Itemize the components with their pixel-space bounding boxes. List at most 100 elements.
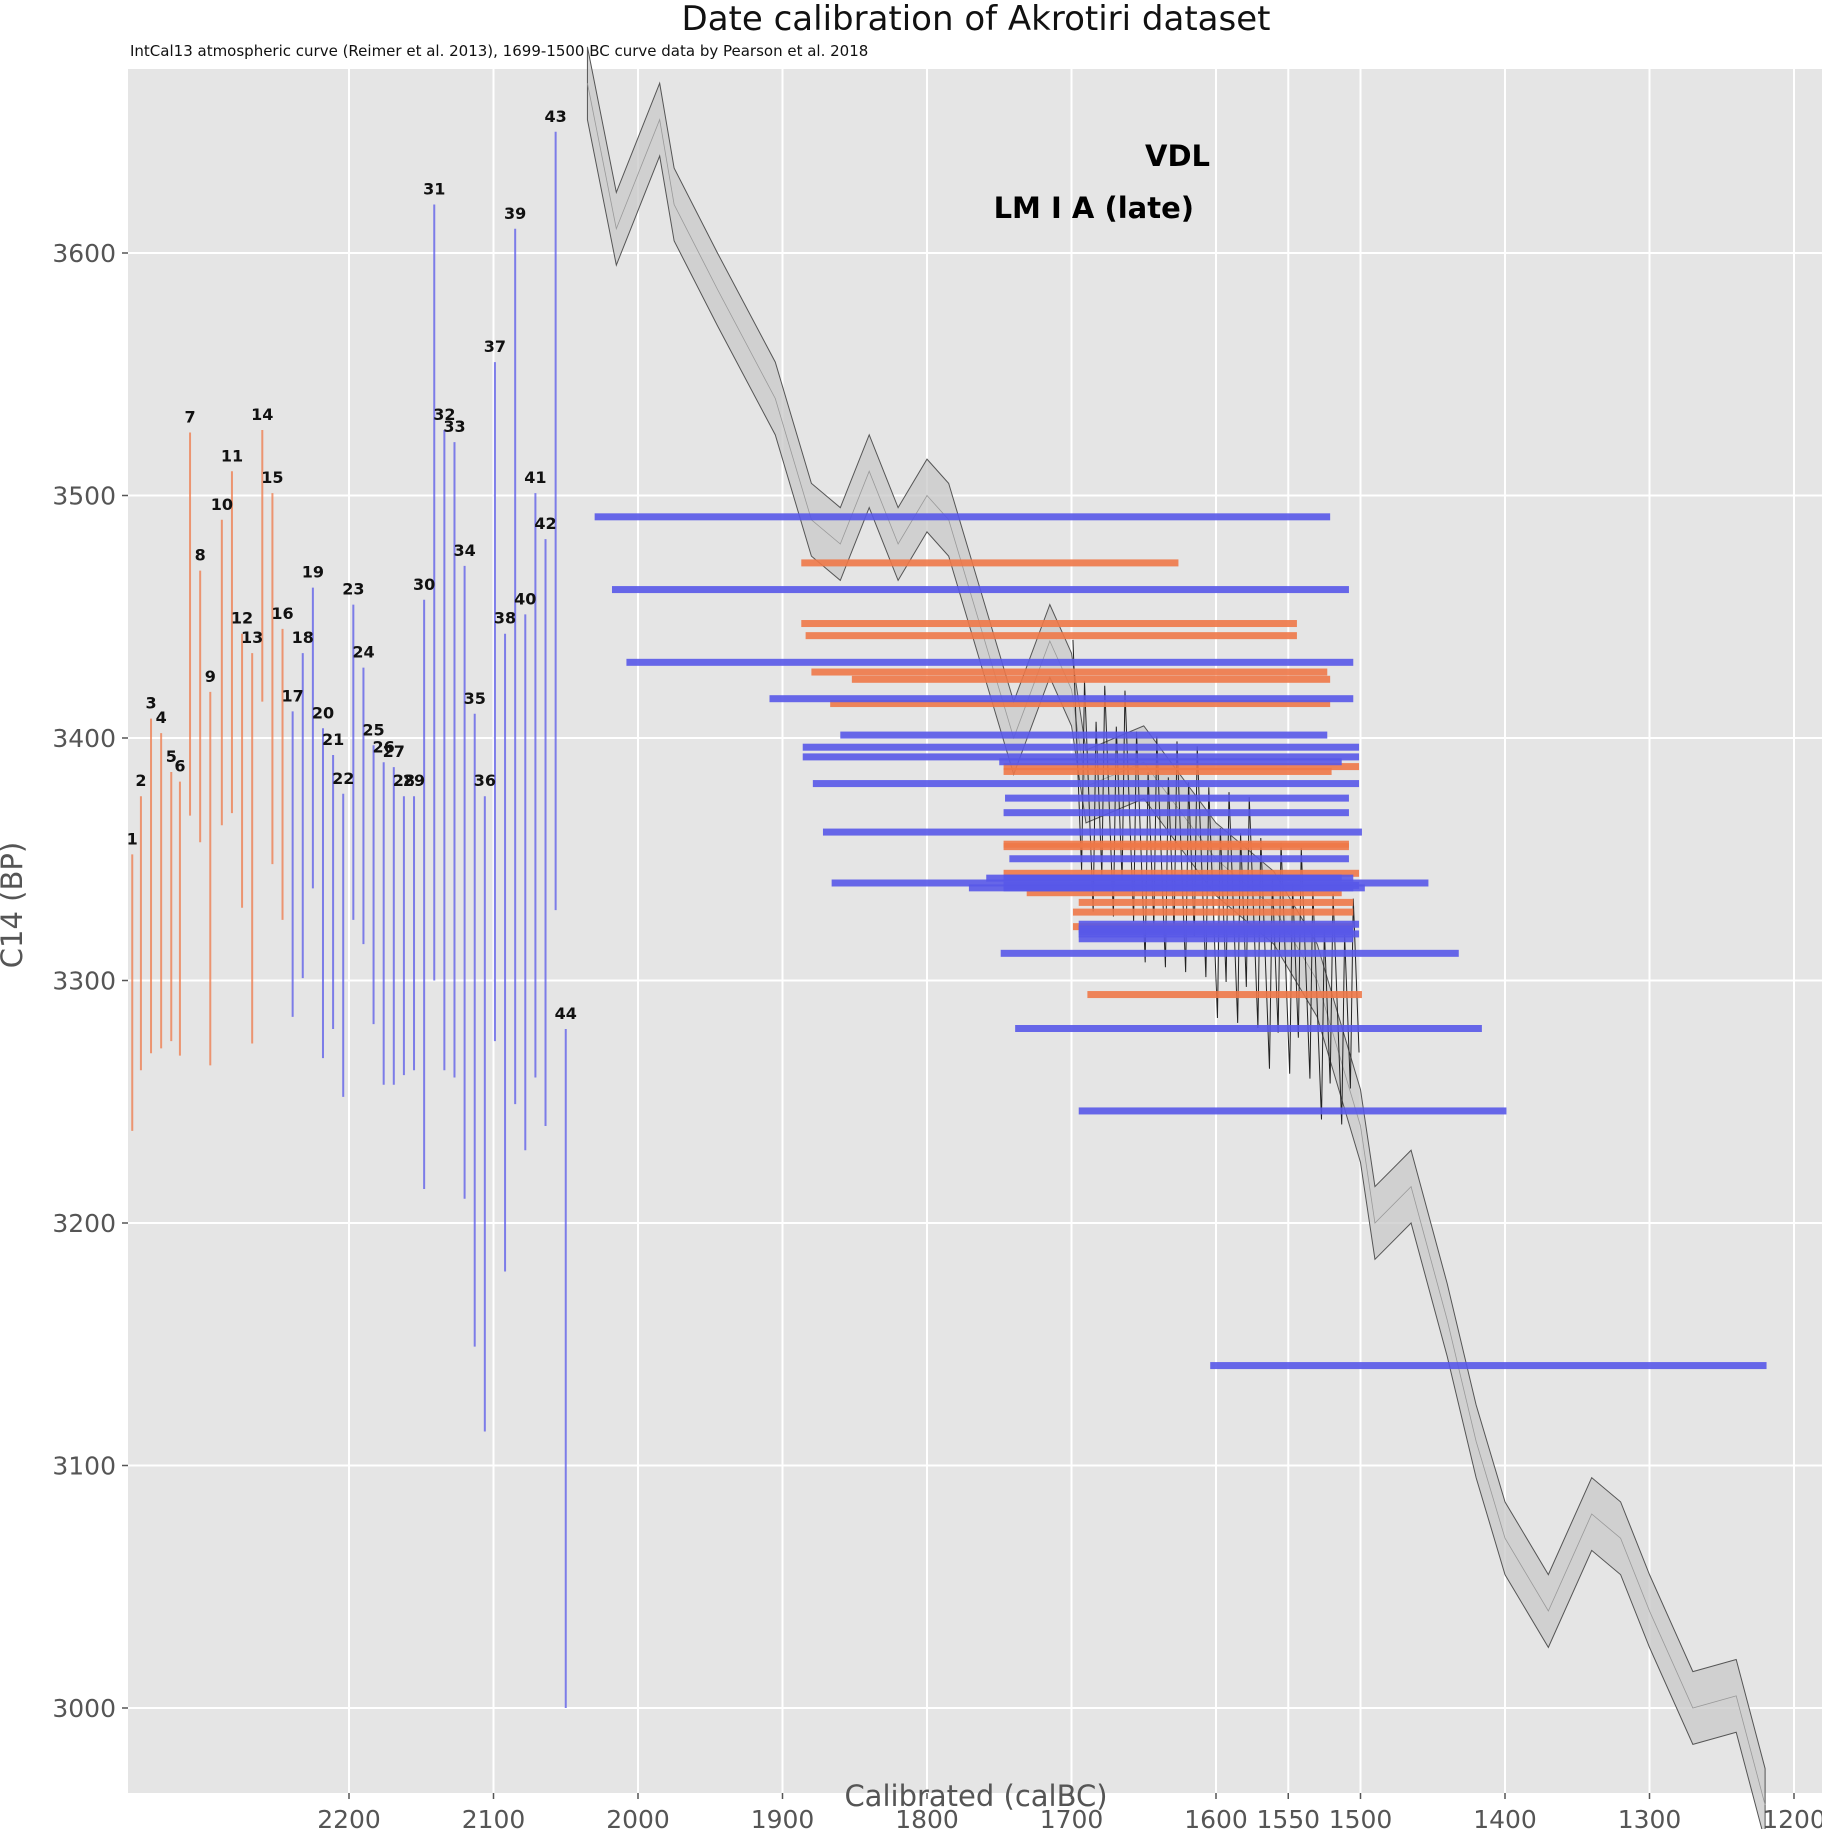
bar-label-33: 33	[443, 417, 465, 436]
density-26	[1078, 920, 1360, 928]
vertical-bp-bars	[131, 131, 567, 1708]
bar-label-42: 42	[534, 514, 556, 533]
bar-label-22: 22	[332, 769, 354, 788]
y-tick-label: 3100	[52, 1452, 116, 1481]
bar-label-28: 28	[393, 771, 415, 790]
density-1	[1087, 991, 1362, 999]
x-tick-label: 1400	[1473, 1805, 1537, 1829]
density-17	[1009, 855, 1349, 863]
density-44	[1210, 1362, 1767, 1370]
bar-label-2: 2	[135, 771, 146, 790]
x-tick-label: 1600	[1184, 1805, 1248, 1829]
x-tick-label: 1200	[1762, 1805, 1822, 1829]
bar-label-5: 5	[166, 747, 177, 766]
bar-label-16: 16	[271, 604, 293, 623]
y-tick-label: 3600	[52, 239, 116, 268]
bar-label-9: 9	[205, 667, 216, 686]
bar-label-25: 25	[362, 720, 384, 739]
density-8	[830, 700, 1331, 708]
bar-label-14: 14	[251, 405, 273, 424]
density-40	[986, 874, 1354, 882]
density-24	[1005, 794, 1349, 802]
density-9	[1003, 869, 1360, 877]
density-23	[999, 758, 1342, 766]
density-42	[822, 828, 1362, 836]
density-11	[805, 632, 1297, 640]
legend-lm-i-a-late: LM I A (late)	[994, 191, 1194, 225]
bar-label-35: 35	[464, 689, 486, 708]
curve-band	[586, 46, 1766, 1829]
density-18	[1003, 809, 1349, 817]
sample-labels: 1234567891011121314151617181920212223242…	[127, 107, 577, 1023]
bar-label-1: 1	[127, 829, 138, 848]
density-31	[611, 586, 1349, 594]
y-tick-label: 3400	[52, 724, 116, 753]
bar-label-29: 29	[403, 771, 425, 790]
bar-label-39: 39	[504, 204, 526, 223]
density-35	[1015, 1025, 1482, 1032]
bar-label-11: 11	[221, 446, 243, 465]
bar-label-4: 4	[156, 708, 167, 727]
bar-label-31: 31	[423, 180, 445, 199]
x-tick-label: 1550	[1256, 1805, 1320, 1829]
bar-label-10: 10	[211, 495, 233, 514]
bar-label-8: 8	[195, 546, 206, 565]
y-axis-label: C14 (BP)	[0, 842, 29, 968]
bar-label-36: 36	[474, 771, 496, 790]
density-14	[801, 559, 1179, 567]
x-tick-label: 1300	[1618, 1805, 1682, 1829]
bar-label-18: 18	[292, 628, 314, 647]
legend-vdl: VDL	[1145, 139, 1210, 173]
chart-subtitle: IntCal13 atmospheric curve (Reimer et al…	[130, 42, 868, 60]
y-tick-label: 3200	[52, 1209, 116, 1238]
density-34	[831, 879, 1429, 887]
calibrated-densities	[594, 513, 1767, 1370]
x-tick-label: 2000	[606, 1805, 670, 1829]
bar-label-15: 15	[261, 468, 283, 487]
density-29	[1078, 928, 1354, 935]
x-tick-label: 1800	[895, 1805, 959, 1829]
bar-label-20: 20	[312, 703, 334, 722]
density-16	[1003, 767, 1332, 775]
y-tick-label: 3500	[52, 482, 116, 511]
density-36	[1078, 1107, 1507, 1115]
bar-label-3: 3	[145, 694, 156, 713]
density-41	[812, 780, 1360, 788]
bar-label-19: 19	[302, 563, 324, 582]
bar-label-26: 26	[373, 737, 395, 756]
x-tick-label: 1700	[1040, 1805, 1104, 1829]
density-43	[594, 513, 1331, 521]
density-4	[1026, 889, 1342, 897]
density-7	[801, 620, 1297, 628]
bar-label-27: 27	[383, 742, 405, 761]
bar-label-12: 12	[231, 609, 253, 628]
density-10	[811, 668, 1328, 676]
y-tick-label: 3000	[52, 1694, 116, 1723]
chart-title: Date calibration of Akrotiri dataset	[682, 0, 1271, 39]
density-6	[1072, 908, 1354, 916]
y-tick-label: 3300	[52, 967, 116, 996]
density-5	[1078, 898, 1354, 906]
density-19	[840, 731, 1328, 739]
x-tick-label: 2200	[317, 1805, 381, 1829]
density-12	[1003, 763, 1360, 771]
density-33	[802, 753, 1360, 761]
x-tick-label: 2100	[462, 1805, 526, 1829]
density-15	[851, 675, 1331, 683]
bar-label-38: 38	[494, 609, 516, 628]
density-30	[968, 884, 1354, 892]
x-tick-label: 1500	[1329, 1805, 1393, 1829]
bar-label-41: 41	[524, 468, 546, 487]
bar-label-30: 30	[413, 575, 435, 594]
bar-label-34: 34	[453, 541, 475, 560]
density-13	[1003, 840, 1349, 848]
y-axis-ticks: 3000 3100 3200 3300 3400 3500 3600	[52, 239, 128, 1723]
bar-label-44: 44	[555, 1004, 577, 1023]
bar-label-32: 32	[433, 405, 455, 424]
bar-label-17: 17	[282, 686, 304, 705]
bar-label-24: 24	[352, 643, 374, 662]
bar-label-13: 13	[241, 628, 263, 647]
bar-label-23: 23	[342, 580, 364, 599]
bar-label-7: 7	[184, 407, 195, 426]
